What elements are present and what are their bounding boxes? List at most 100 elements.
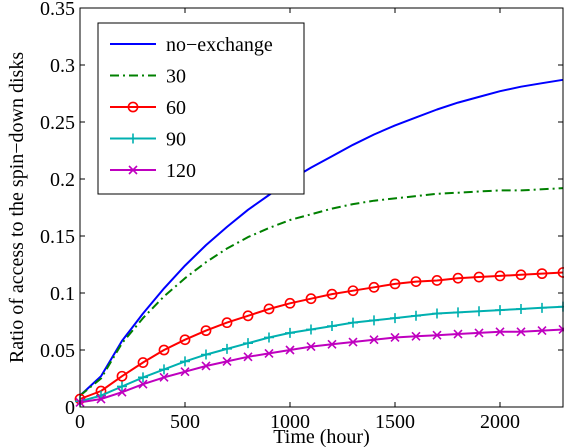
data-point-4-14 bbox=[369, 335, 379, 345]
data-point-4-7 bbox=[222, 356, 232, 366]
data-point-2-18 bbox=[452, 272, 464, 284]
data-point-3-19 bbox=[474, 306, 484, 317]
data-point-2-7 bbox=[221, 317, 233, 329]
data-point-3-4 bbox=[159, 364, 169, 375]
legend-entry-1: 30 bbox=[110, 66, 186, 88]
data-point-3-15 bbox=[390, 313, 400, 324]
data-point-4-8 bbox=[243, 352, 253, 362]
x-tick-label-2: 1000 bbox=[270, 411, 310, 433]
data-point-2-8 bbox=[242, 310, 254, 322]
legend-box bbox=[97, 22, 305, 195]
data-point-4-19 bbox=[474, 328, 484, 338]
legend-entry-4: 120 bbox=[110, 160, 196, 182]
data-point-2-21 bbox=[515, 269, 527, 281]
data-point-4-5 bbox=[180, 367, 190, 377]
data-point-4-12 bbox=[327, 339, 337, 349]
data-point-3-21 bbox=[516, 303, 526, 314]
data-point-2-3 bbox=[137, 357, 149, 368]
series-4 bbox=[75, 324, 564, 408]
data-point-4-22 bbox=[537, 326, 547, 336]
data-point-4-13 bbox=[348, 337, 358, 347]
data-point-3-7 bbox=[222, 343, 232, 354]
data-point-2-11 bbox=[305, 293, 317, 305]
data-point-3-18 bbox=[453, 307, 463, 318]
data-point-3-22 bbox=[537, 302, 547, 313]
data-point-3-14 bbox=[369, 315, 379, 326]
data-point-3-16 bbox=[411, 310, 421, 321]
y-tick-label-5: 0.25 bbox=[40, 112, 75, 134]
data-point-3-9 bbox=[264, 332, 274, 343]
data-point-3-8 bbox=[243, 338, 253, 349]
data-point-4-10 bbox=[285, 345, 295, 355]
series-2 bbox=[74, 267, 564, 405]
series-layer bbox=[74, 78, 564, 408]
y-tick-label-3: 0.15 bbox=[40, 226, 75, 248]
data-point-4-21 bbox=[516, 327, 526, 337]
y-tick-label-7: 0.35 bbox=[40, 0, 75, 20]
y-tick-label-4: 0.2 bbox=[50, 169, 75, 191]
legend-entry-0: no−exchange bbox=[110, 34, 273, 56]
data-point-2-10 bbox=[284, 297, 296, 309]
data-point-3-11 bbox=[306, 324, 316, 335]
series-line-4 bbox=[79, 328, 564, 404]
data-point-4-16 bbox=[411, 331, 421, 341]
legend-entry-2: 60 bbox=[110, 97, 186, 119]
data-point-4-6 bbox=[201, 361, 211, 371]
axes: 0 500 1000 1500 2000 0 0.05 0.1 0.15 0.2 0.25 0.3 0.… bbox=[40, 0, 564, 433]
data-point-2-15 bbox=[389, 278, 401, 290]
data-point-4-11 bbox=[306, 342, 316, 352]
legend-label-2: 60 bbox=[166, 97, 186, 119]
y-tick-label-6: 0.3 bbox=[50, 55, 75, 77]
series-0 bbox=[79, 78, 564, 397]
data-point-2-6 bbox=[200, 325, 212, 337]
data-point-2-9 bbox=[263, 303, 275, 315]
series-line-0 bbox=[79, 78, 564, 397]
data-point-3-13 bbox=[348, 317, 358, 328]
x-tick-label-4: 2000 bbox=[480, 411, 520, 433]
data-point-3-6 bbox=[201, 349, 211, 360]
data-point-4-15 bbox=[390, 332, 400, 343]
data-point-4-20 bbox=[495, 327, 505, 337]
legend-marker-2 bbox=[127, 101, 139, 113]
data-point-4-17 bbox=[432, 330, 442, 340]
legend-marker-3 bbox=[128, 133, 138, 144]
y-axis-label: Ratio of access to the spin−down disks bbox=[6, 52, 28, 363]
x-tick-label-1: 500 bbox=[170, 411, 200, 433]
data-point-4-1 bbox=[96, 394, 106, 404]
data-point-3-10 bbox=[285, 327, 295, 338]
legend-marker-4 bbox=[128, 165, 138, 175]
data-point-3-17 bbox=[432, 308, 442, 319]
y-tick-label-0: 0 bbox=[65, 397, 75, 419]
y-tick-label-2: 0.1 bbox=[50, 283, 75, 305]
data-point-4-9 bbox=[264, 348, 274, 358]
x-tick-label-0: 0 bbox=[75, 411, 85, 433]
data-point-2-20 bbox=[494, 270, 506, 282]
data-point-4-18 bbox=[453, 329, 463, 339]
data-point-2-22 bbox=[536, 268, 548, 280]
data-point-2-16 bbox=[410, 276, 422, 287]
data-point-2-2 bbox=[116, 370, 128, 382]
series-line-1 bbox=[79, 187, 564, 397]
y-tick-label-1: 0.05 bbox=[40, 340, 75, 362]
legend-label-4: 120 bbox=[166, 160, 196, 182]
data-point-2-14 bbox=[368, 281, 380, 293]
legend-label-1: 30 bbox=[166, 66, 186, 88]
data-point-2-4 bbox=[158, 344, 170, 356]
data-point-2-19 bbox=[473, 271, 485, 283]
x-tick-label-3: 1500 bbox=[375, 411, 415, 433]
data-point-2-12 bbox=[326, 288, 338, 300]
data-point-3-20 bbox=[495, 305, 505, 316]
data-point-3-12 bbox=[327, 321, 337, 332]
legend-entry-3: 90 bbox=[110, 129, 186, 151]
legend-label-0: no−exchange bbox=[166, 34, 273, 56]
data-point-2-5 bbox=[179, 334, 191, 346]
data-point-4-2 bbox=[117, 387, 127, 397]
legend-label-3: 90 bbox=[166, 129, 186, 151]
axes-box bbox=[79, 7, 564, 408]
x-axis-label: Time (hour) bbox=[273, 426, 369, 447]
data-point-3-2 bbox=[117, 381, 127, 392]
data-point-4-4 bbox=[159, 372, 169, 382]
data-point-4-3 bbox=[138, 379, 148, 389]
series-1 bbox=[79, 187, 564, 397]
